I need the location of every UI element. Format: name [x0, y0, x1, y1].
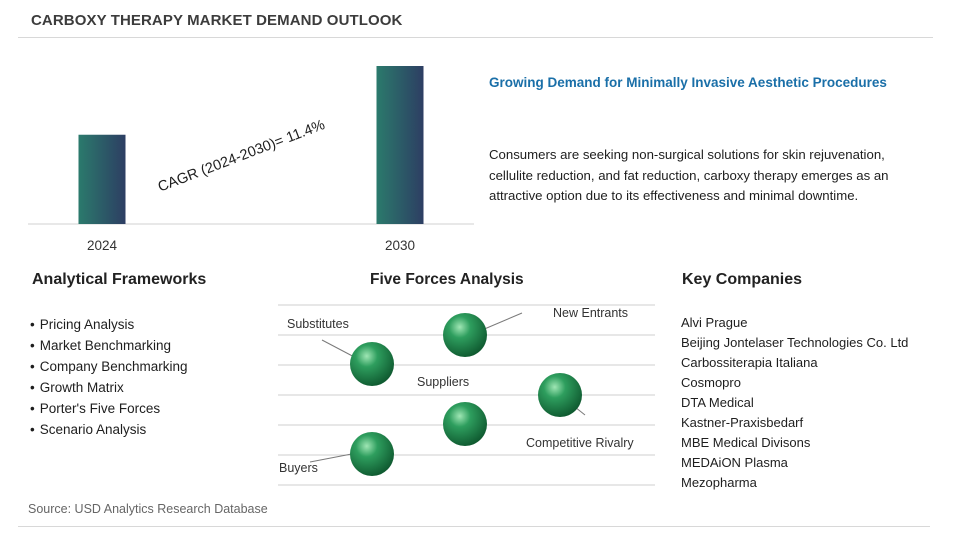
label-new-entrants: New Entrants	[553, 306, 629, 320]
list-item: Market Benchmarking	[30, 335, 188, 356]
list-item: Porter's Five Forces	[30, 398, 188, 419]
list-item: Carbossiterapia Italiana	[681, 355, 818, 370]
label-suppliers: Suppliers	[417, 375, 470, 389]
list-item: Company Benchmarking	[30, 356, 188, 377]
frameworks-title: Analytical Frameworks	[32, 271, 207, 288]
list-item: Kastner-Praxisbedarf	[681, 415, 804, 430]
list-item: Cosmopro	[681, 375, 741, 390]
list-item: DTA Medical	[681, 395, 754, 410]
insight-text: Consumers are seeking non-surgical solut…	[489, 147, 889, 203]
companies-list: Alvi Prague Beijing Jontelaser Technolog…	[681, 313, 908, 493]
x-tick-label: 2024	[87, 238, 118, 253]
bar-2030	[376, 66, 424, 224]
list-item: MBE Medical Divisons	[681, 435, 811, 450]
insight-headline: Growing Demand for Minimally Invasive Ae…	[489, 75, 887, 90]
x-tick-label: 2030	[385, 238, 415, 253]
list-item: Scenario Analysis	[30, 419, 188, 440]
list-item: Pricing Analysis	[30, 314, 188, 335]
sphere-substitutes	[350, 342, 394, 386]
sphere-competitive-rivalry	[538, 373, 582, 417]
list-item: Mezopharma	[681, 475, 757, 490]
page-title: CARBOXY THERAPY MARKET DEMAND OUTLOOK	[31, 12, 403, 29]
list-item: Growth Matrix	[30, 377, 188, 398]
label-competitive-rivalry: Competitive Rivalry	[526, 436, 634, 450]
list-item: Alvi Prague	[681, 315, 748, 330]
sphere-buyers	[350, 432, 394, 476]
label-buyers: Buyers	[279, 461, 318, 475]
source-note: Source: USD Analytics Research Database	[28, 502, 268, 516]
label-substitutes: Substitutes	[287, 317, 349, 331]
frameworks-list: Pricing Analysis Market Benchmarking Com…	[30, 314, 188, 440]
bottom-divider	[18, 526, 930, 527]
bar-2024	[78, 134, 126, 224]
list-item: Beijing Jontelaser Technologies Co. Ltd	[681, 335, 909, 350]
sphere-new-entrants	[443, 313, 487, 357]
top-divider	[18, 37, 933, 38]
sphere-suppliers	[443, 402, 487, 446]
list-item: MEDAiON Plasma	[681, 455, 788, 470]
five-forces-title: Five Forces Analysis	[370, 271, 524, 288]
companies-title: Key Companies	[682, 271, 803, 288]
